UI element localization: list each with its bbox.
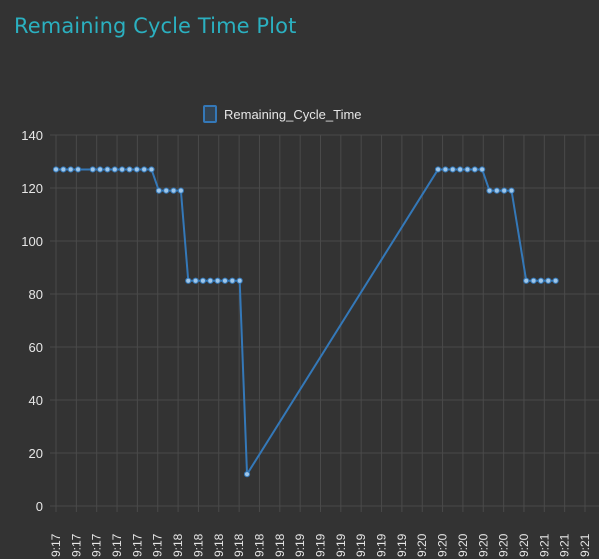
data-point bbox=[74, 166, 82, 173]
data-point bbox=[236, 277, 243, 284]
data-point bbox=[221, 277, 229, 284]
x-tick-label: 9:20 bbox=[415, 533, 429, 557]
x-tick-label: 9:17 bbox=[151, 533, 165, 557]
data-point bbox=[163, 187, 170, 194]
data-point bbox=[479, 166, 486, 173]
x-tick-label: 9:19 bbox=[334, 533, 348, 557]
data-point bbox=[434, 166, 442, 173]
data-point bbox=[96, 166, 104, 173]
data-point bbox=[119, 166, 126, 173]
panel-title: Remaining Cycle Time Plot bbox=[14, 14, 297, 38]
data-point bbox=[243, 471, 251, 478]
data-point bbox=[486, 187, 493, 194]
data-point bbox=[207, 277, 214, 284]
x-tick-label: 9:17 bbox=[110, 533, 124, 557]
data-point bbox=[214, 277, 221, 284]
data-point bbox=[508, 187, 515, 194]
data-point bbox=[552, 277, 559, 284]
data-point bbox=[530, 277, 537, 284]
x-tick-label: 9:18 bbox=[171, 533, 185, 557]
x-tick-label: 9:19 bbox=[354, 533, 368, 557]
data-point bbox=[155, 187, 162, 194]
x-tick-label: 9:19 bbox=[375, 533, 389, 557]
data-point bbox=[133, 166, 140, 173]
data-point bbox=[60, 166, 67, 173]
data-point bbox=[537, 277, 545, 284]
y-tick-label: 20 bbox=[29, 446, 43, 461]
y-axis-ticks: 0 20 40 60 80 100 120 140 bbox=[21, 128, 43, 514]
data-point bbox=[471, 166, 478, 173]
data-point bbox=[148, 166, 155, 173]
series-remaining-cycle-time bbox=[52, 166, 559, 478]
data-point bbox=[67, 166, 74, 173]
x-tick-label: 9:18 bbox=[273, 533, 287, 557]
x-axis-ticks: 9:17 9:17 9:17 9:17 9:17 9:17 9:18 9:18 9:18 9:18… bbox=[49, 533, 592, 557]
data-point bbox=[456, 166, 464, 173]
data-point bbox=[89, 166, 96, 173]
x-tick-label: 9:20 bbox=[497, 533, 511, 557]
y-tick-label: 0 bbox=[36, 499, 43, 514]
data-point bbox=[111, 166, 118, 173]
x-tick-label: 9:20 bbox=[456, 533, 470, 557]
legend-label: Remaining_Cycle_Time bbox=[224, 107, 362, 122]
x-tick-label: 9:17 bbox=[49, 533, 63, 557]
x-tick-label: 9:17 bbox=[69, 533, 83, 557]
x-tick-label: 9:17 bbox=[130, 533, 144, 557]
data-point bbox=[523, 277, 530, 284]
x-tick-label: 9:19 bbox=[395, 533, 409, 557]
data-point bbox=[104, 166, 111, 173]
series-line bbox=[56, 168, 556, 476]
data-point bbox=[52, 166, 60, 173]
data-point bbox=[170, 187, 177, 194]
data-point bbox=[501, 187, 508, 194]
legend-swatch bbox=[203, 105, 217, 123]
grid bbox=[50, 134, 599, 512]
data-point bbox=[493, 187, 500, 194]
x-tick-label: 9:19 bbox=[293, 533, 307, 557]
x-tick-label: 9:21 bbox=[558, 533, 572, 557]
data-point bbox=[185, 277, 192, 284]
legend[interactable]: Remaining_Cycle_Time bbox=[203, 105, 362, 123]
x-tick-label: 9:20 bbox=[517, 533, 531, 557]
x-tick-label: 9:19 bbox=[314, 533, 328, 557]
data-point bbox=[442, 166, 449, 173]
y-tick-label: 100 bbox=[21, 234, 43, 249]
x-tick-label: 9:21 bbox=[537, 533, 551, 557]
x-tick-label: 9:18 bbox=[191, 533, 205, 557]
x-tick-label: 9:20 bbox=[476, 533, 490, 557]
y-tick-label: 60 bbox=[29, 340, 43, 355]
data-point bbox=[199, 277, 207, 284]
data-point bbox=[177, 187, 185, 194]
data-point bbox=[464, 166, 471, 173]
data-point bbox=[449, 166, 456, 173]
x-tick-label: 9:18 bbox=[212, 533, 226, 557]
data-point bbox=[229, 277, 236, 284]
data-point bbox=[545, 277, 552, 284]
y-tick-label: 120 bbox=[21, 181, 43, 196]
y-tick-label: 140 bbox=[21, 128, 43, 143]
y-tick-label: 80 bbox=[29, 287, 43, 302]
y-tick-label: 40 bbox=[29, 393, 43, 408]
x-tick-label: 9:20 bbox=[436, 533, 450, 557]
x-tick-label: 9:18 bbox=[252, 533, 266, 557]
x-tick-label: 9:21 bbox=[578, 533, 592, 557]
data-point bbox=[141, 166, 148, 173]
data-point bbox=[126, 166, 133, 173]
x-tick-label: 9:17 bbox=[90, 533, 104, 557]
data-point bbox=[192, 277, 199, 284]
x-tick-label: 9:18 bbox=[232, 533, 246, 557]
